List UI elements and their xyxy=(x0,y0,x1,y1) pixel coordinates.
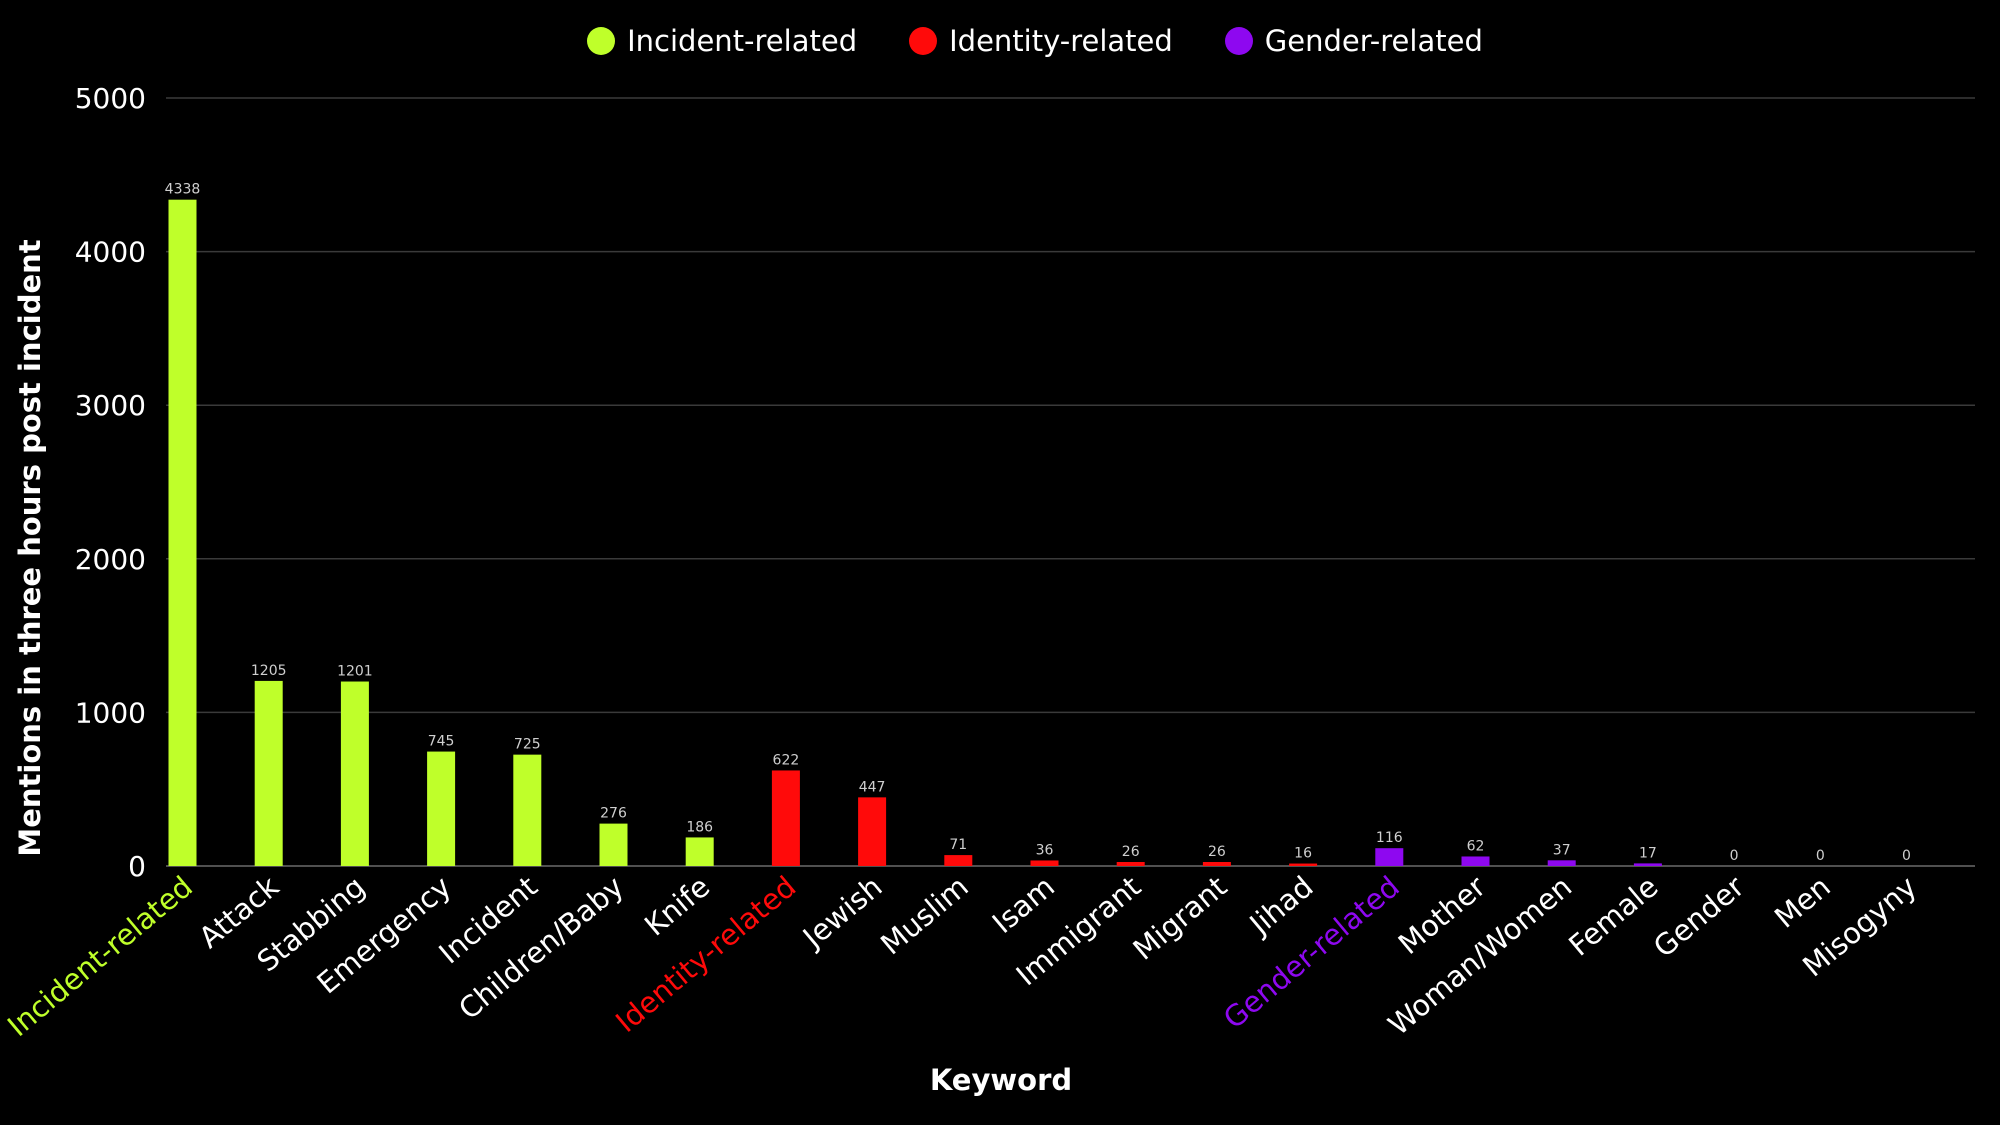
value-label-isam: 36 xyxy=(1036,842,1054,858)
bar-immigrant xyxy=(1116,862,1145,866)
value-label-incident: 725 xyxy=(514,737,541,753)
y-tick-label-4000: 4000 xyxy=(75,236,146,269)
value-label-migrant: 26 xyxy=(1208,844,1226,860)
value-label-misogyny: 0 xyxy=(1902,848,1911,864)
value-label-children-baby: 276 xyxy=(600,806,627,822)
bar-incident xyxy=(513,754,542,866)
x-tick-label-gender: Gender xyxy=(1647,869,1751,964)
bar-gender-related xyxy=(1375,848,1404,866)
y-tick-label-1000: 1000 xyxy=(75,696,146,729)
legend-item-gender: Gender-related xyxy=(1224,24,1483,58)
value-label-attack: 1205 xyxy=(251,663,287,679)
x-tick-label-female: Female xyxy=(1562,869,1664,962)
y-tick-label-0: 0 xyxy=(128,850,146,883)
value-label-emergency: 745 xyxy=(428,734,455,750)
bar-muslim xyxy=(944,855,973,866)
value-label-mother: 62 xyxy=(1467,838,1485,854)
bar-jewish xyxy=(858,797,887,866)
legend-swatch-gender xyxy=(1224,27,1253,55)
value-label-woman-women: 37 xyxy=(1553,842,1571,858)
value-label-men: 0 xyxy=(1816,848,1825,864)
legend-label-incident: Incident-related xyxy=(627,24,858,58)
x-tick-label-migrant: Migrant xyxy=(1127,869,1234,966)
y-tick-label-5000: 5000 xyxy=(75,82,146,115)
value-label-jewish: 447 xyxy=(859,779,886,795)
value-label-incident-related: 4338 xyxy=(165,182,201,198)
bar-stabbing xyxy=(340,681,369,866)
value-label-immigrant: 26 xyxy=(1122,844,1140,860)
legend-item-incident: Incident-related xyxy=(587,24,857,58)
x-tick-label-jihad: Jihad xyxy=(1242,869,1320,942)
x-tick-label-incident-related: Incident-related xyxy=(1,869,199,1043)
bar-mother xyxy=(1461,856,1490,866)
bar-isam xyxy=(1030,860,1059,866)
value-label-knife: 186 xyxy=(686,819,713,835)
bar-woman-women xyxy=(1547,860,1576,866)
legend-label-gender: Gender-related xyxy=(1264,24,1483,58)
y-tick-label-3000: 3000 xyxy=(75,389,146,422)
value-label-gender: 0 xyxy=(1730,848,1739,864)
value-label-female: 17 xyxy=(1639,845,1657,861)
x-tick-label-isam: Isam xyxy=(986,869,1061,940)
value-label-identity-related: 622 xyxy=(773,752,800,768)
y-axis-title: Mentions in three hours post incident xyxy=(13,239,47,856)
x-tick-label-men: Men xyxy=(1768,869,1837,934)
legend-swatch-incident xyxy=(587,27,616,55)
legend-swatch-identity xyxy=(909,27,938,55)
value-label-gender-related: 116 xyxy=(1376,830,1403,846)
value-label-jihad: 16 xyxy=(1294,846,1312,862)
x-tick-label-knife: Knife xyxy=(638,869,716,942)
bar-female xyxy=(1633,863,1662,866)
legend-item-identity: Identity-related xyxy=(909,24,1173,58)
x-axis-title: Keyword xyxy=(930,1063,1072,1097)
bar-jihad xyxy=(1289,863,1318,866)
legend-label-identity: Identity-related xyxy=(949,24,1173,58)
y-tick-label-2000: 2000 xyxy=(75,543,146,576)
bar-knife xyxy=(685,837,714,866)
bar-children-baby xyxy=(599,823,628,866)
x-tick-label-jewish: Jewish xyxy=(795,869,889,955)
bar-migrant xyxy=(1202,862,1231,866)
bar-identity-related xyxy=(771,770,800,866)
value-label-muslim: 71 xyxy=(949,837,967,853)
bar-incident-related xyxy=(168,199,197,866)
bar-emergency xyxy=(427,751,456,866)
legend: Incident-related Identity-related Gender… xyxy=(0,24,2000,58)
bar-attack xyxy=(254,680,283,866)
value-label-stabbing: 1201 xyxy=(337,664,373,680)
x-tick-label-muslim: Muslim xyxy=(874,869,975,961)
